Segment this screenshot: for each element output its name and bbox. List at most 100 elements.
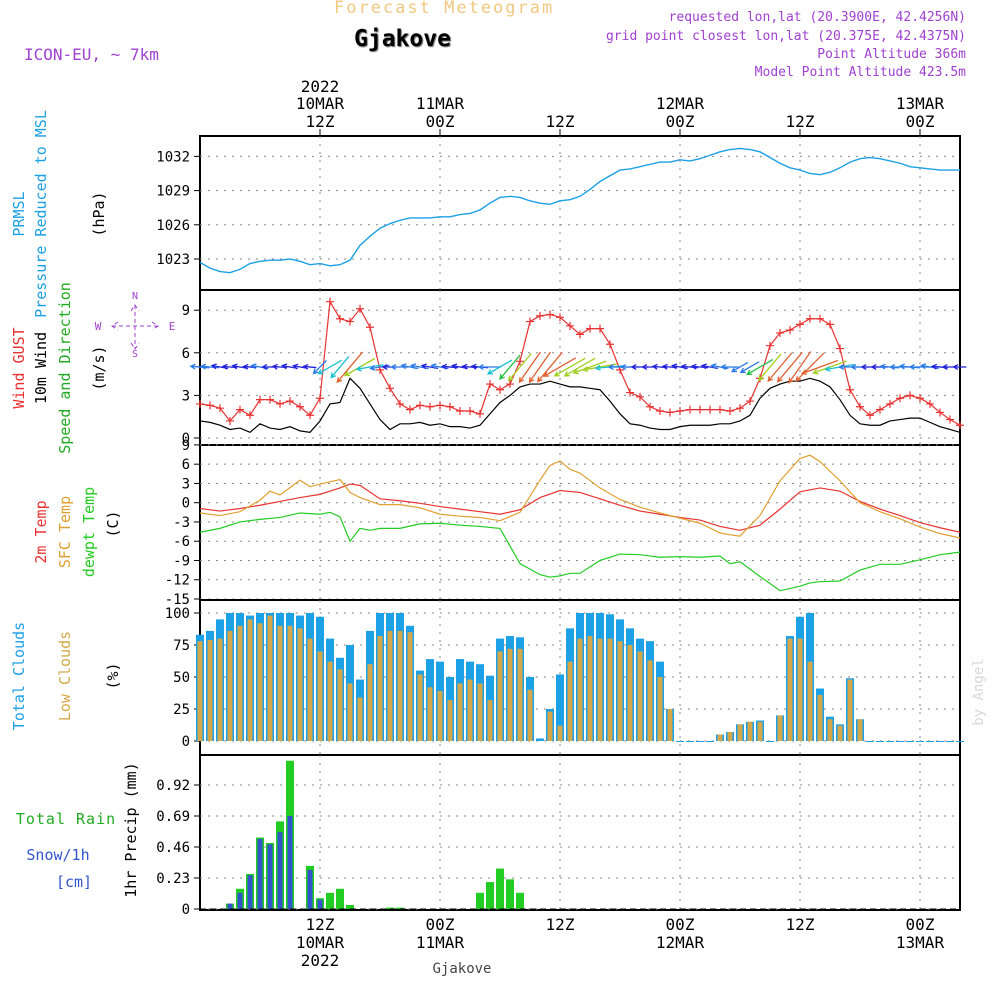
gust-point — [746, 397, 754, 406]
ytick-label-pressure: 1029 — [156, 184, 190, 200]
total-cloud-bar — [556, 674, 564, 741]
ytick-label-temp: -9 — [173, 553, 190, 569]
snow-bar — [307, 869, 313, 909]
low-cloud-bar — [727, 732, 733, 741]
gust-point — [776, 328, 784, 337]
total-cloud-bar — [946, 741, 954, 742]
low-cloud-bar — [317, 651, 323, 741]
total-cloud-bar — [896, 741, 904, 742]
gust-point — [576, 330, 584, 339]
low-cloud-bar — [207, 639, 213, 741]
gust-point — [436, 401, 444, 410]
gust-point — [726, 407, 734, 416]
wind-arrow — [312, 360, 327, 375]
low-cloud-bar — [297, 628, 303, 741]
wind-arrow — [739, 361, 760, 373]
gust-point — [596, 324, 604, 333]
wind-arrow — [582, 363, 617, 373]
gust-point — [426, 402, 434, 411]
low-cloud-bar — [747, 721, 753, 741]
low-cloud-bar — [447, 700, 453, 741]
ytick-label-wind: 0 — [182, 431, 190, 447]
wind-arrow — [477, 364, 501, 370]
gust-point — [796, 320, 804, 329]
gust-point — [306, 411, 314, 420]
low-cloud-bar — [277, 625, 283, 741]
low-cloud-bar — [637, 651, 643, 741]
gust-point — [606, 340, 614, 349]
gust-point — [686, 405, 694, 414]
wind-arrow — [767, 352, 793, 383]
bottom-axis-hour: 00Z — [906, 915, 935, 934]
low-cloud-bar — [847, 679, 853, 741]
ytick-label-pressure: 1023 — [156, 252, 190, 268]
model-label: ICON-EU, ~ 7km — [24, 45, 159, 64]
low-cloud-bar — [437, 691, 443, 741]
compass-rose — [111, 304, 159, 350]
wind-arrow — [720, 364, 739, 370]
gust-point — [416, 401, 424, 410]
low-cloud-bar — [227, 630, 233, 741]
gust-point — [886, 399, 894, 408]
low-cloud-bar — [367, 664, 373, 741]
snow-bar — [227, 903, 233, 909]
gust-point — [256, 395, 264, 404]
total-cloud-bar — [766, 741, 774, 742]
gust-point — [956, 421, 964, 430]
low-cloud-bar — [647, 660, 653, 741]
low-cloud-bar — [627, 645, 633, 741]
gust-point — [836, 344, 844, 353]
wind-arrow — [355, 364, 384, 372]
super-title: Forecast Meteogram — [334, 0, 555, 18]
gust-point — [236, 405, 244, 414]
rain-bar — [496, 868, 504, 909]
low-cloud-bar — [247, 619, 253, 741]
gust-point — [896, 394, 904, 403]
low-cloud-bar — [657, 677, 663, 741]
ytick-label-clouds: 75 — [173, 638, 190, 654]
low-cloud-bar — [467, 679, 473, 741]
gust-point — [676, 407, 684, 416]
wind-10m-label: 10m Wind — [32, 332, 50, 404]
gust-point — [326, 297, 334, 306]
total-cloud-bar — [886, 741, 894, 742]
requested-coords: requested lon,lat (20.3900E, 42.4256N) — [668, 10, 966, 25]
wind-arrow — [800, 359, 839, 375]
grid-point-coords: grid point closest lon,lat (20.375E, 42.… — [605, 29, 966, 44]
ytick-label-precip: 0 — [182, 902, 190, 918]
wind-arrow — [302, 363, 317, 370]
wind-arrow — [795, 352, 825, 382]
low-cloud-bar — [387, 630, 393, 741]
precip-unit: 1hr Precip (mm) — [122, 762, 140, 897]
low-cloud-bar — [817, 694, 823, 741]
wind-arrow — [499, 354, 521, 380]
low-cloud-bar — [547, 711, 553, 741]
gust-point — [366, 323, 374, 332]
gust-point — [396, 399, 404, 408]
snow-bar — [287, 815, 293, 909]
wind-arrow — [730, 361, 749, 373]
wind-arrow — [572, 360, 607, 375]
top-axis-date: 11MAR — [416, 94, 465, 113]
gust-point — [506, 380, 514, 389]
gust-point — [856, 402, 864, 411]
sfc-temp-label: SFC Temp — [56, 496, 74, 568]
low-cloud-bar — [557, 725, 563, 741]
ytick-label-wind: 3 — [182, 388, 190, 404]
pressure-unit: (hPa) — [90, 191, 108, 236]
wind-arrow — [758, 353, 782, 382]
low-cloud-bar — [577, 638, 583, 741]
low-cloud-bar — [267, 615, 273, 741]
gust-point — [706, 405, 714, 414]
ytick-label-temp: -3 — [173, 515, 190, 531]
bottom-axis-date: 12MAR — [656, 933, 705, 952]
gust-point — [646, 402, 654, 411]
total-cloud-bar — [956, 741, 964, 742]
wind-arrow — [400, 363, 419, 370]
wind-arrow — [189, 363, 210, 370]
total-cloud-bar — [866, 741, 874, 742]
low-cloud-bar — [527, 689, 533, 741]
gust-point — [696, 405, 704, 414]
gust-point — [466, 407, 474, 416]
